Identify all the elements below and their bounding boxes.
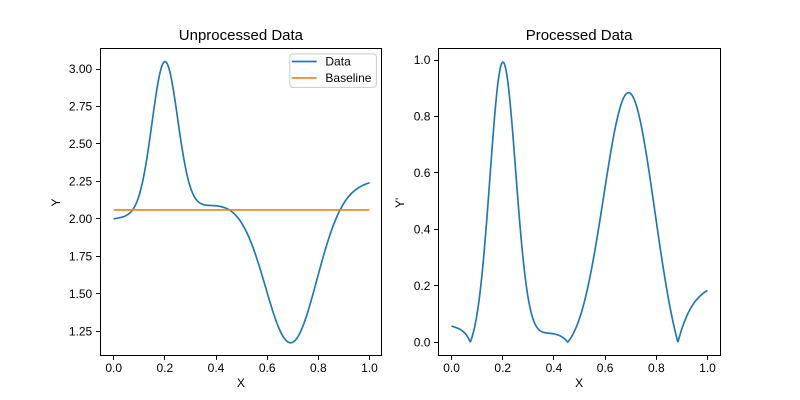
svg-text:X: X xyxy=(237,376,245,390)
svg-text:Baseline: Baseline xyxy=(325,71,371,85)
svg-text:0.8: 0.8 xyxy=(414,110,431,124)
svg-text:0.0: 0.0 xyxy=(105,361,122,375)
svg-text:1.25: 1.25 xyxy=(69,324,93,338)
svg-text:1.0: 1.0 xyxy=(699,361,716,375)
svg-text:Unprocessed Data: Unprocessed Data xyxy=(179,27,304,44)
svg-text:1.50: 1.50 xyxy=(69,287,93,301)
svg-text:0.4: 0.4 xyxy=(208,361,225,375)
svg-text:0.6: 0.6 xyxy=(597,361,614,375)
svg-text:1.0: 1.0 xyxy=(414,53,431,67)
svg-text:0.8: 0.8 xyxy=(648,361,665,375)
svg-text:Processed Data: Processed Data xyxy=(526,27,633,44)
svg-text:X: X xyxy=(575,376,583,390)
svg-text:Y': Y' xyxy=(393,198,407,208)
svg-text:0.4: 0.4 xyxy=(546,361,563,375)
svg-text:Y: Y xyxy=(49,198,63,206)
svg-text:0.8: 0.8 xyxy=(310,361,327,375)
svg-text:2.75: 2.75 xyxy=(69,100,93,114)
svg-text:0.2: 0.2 xyxy=(494,361,511,375)
svg-text:0.2: 0.2 xyxy=(414,279,431,293)
svg-text:2.00: 2.00 xyxy=(69,212,93,226)
svg-text:1.75: 1.75 xyxy=(69,249,93,263)
svg-text:1.0: 1.0 xyxy=(361,361,378,375)
svg-text:3.00: 3.00 xyxy=(69,62,93,76)
svg-text:0.0: 0.0 xyxy=(414,335,431,349)
svg-text:0.0: 0.0 xyxy=(443,361,460,375)
svg-text:0.2: 0.2 xyxy=(157,361,174,375)
svg-text:2.25: 2.25 xyxy=(69,175,93,189)
svg-text:0.6: 0.6 xyxy=(259,361,276,375)
svg-text:Data: Data xyxy=(325,55,351,69)
svg-text:0.4: 0.4 xyxy=(414,222,431,236)
svg-text:0.6: 0.6 xyxy=(414,166,431,180)
svg-text:2.50: 2.50 xyxy=(69,137,93,151)
